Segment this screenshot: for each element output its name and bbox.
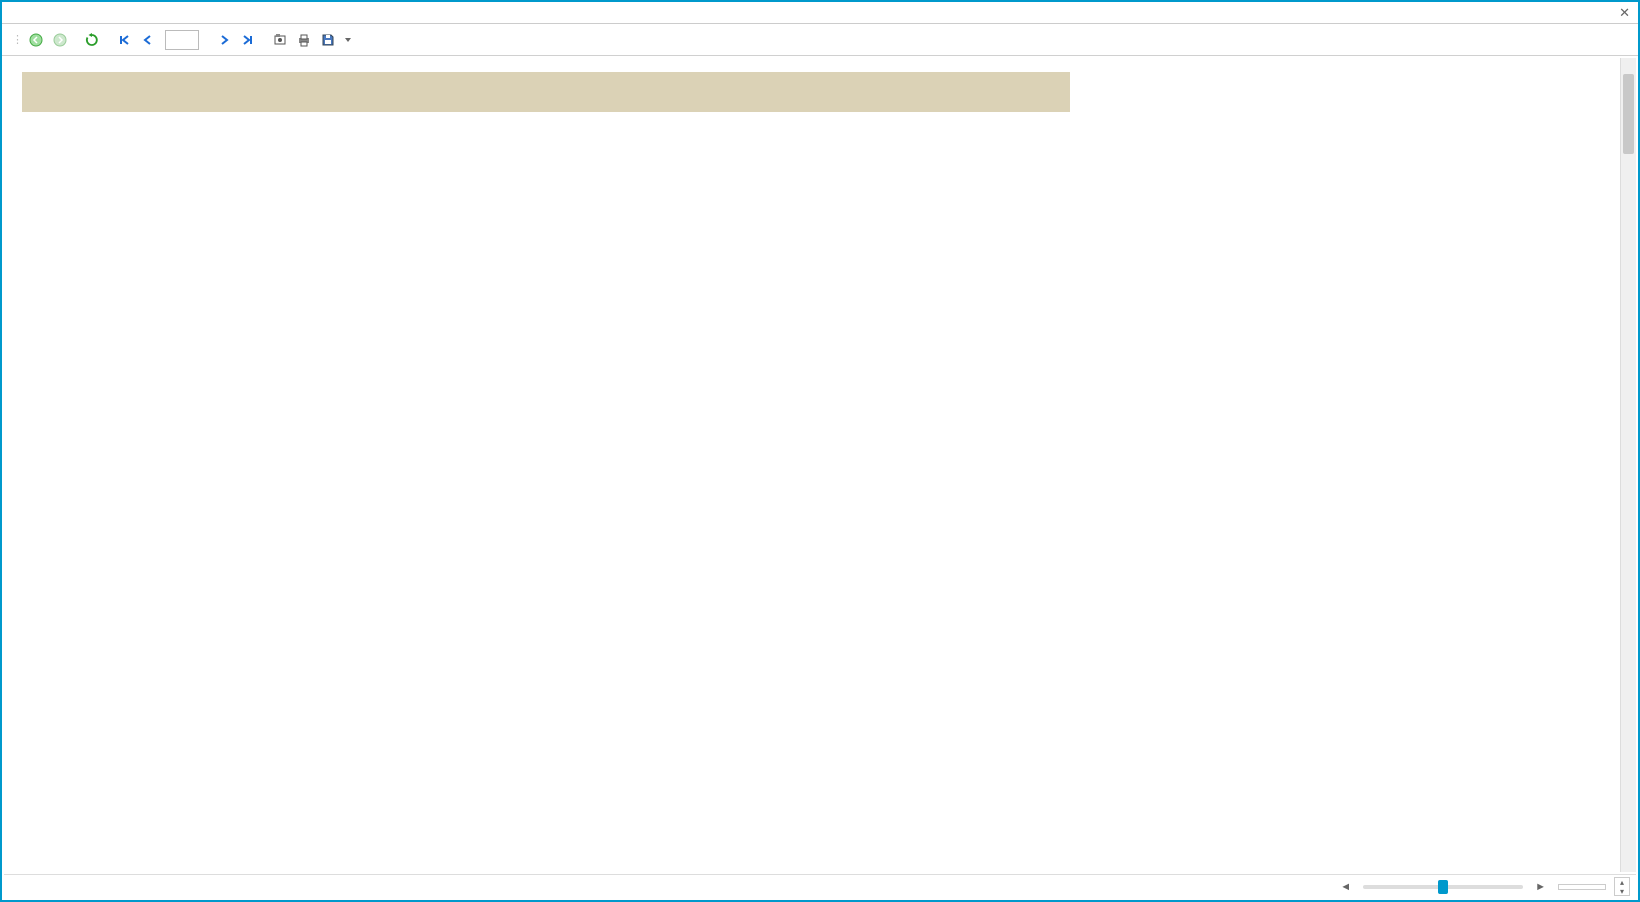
column-headers [22,106,1070,112]
report-period [995,76,1064,104]
nav-back-icon[interactable] [25,29,47,51]
next-page-icon[interactable] [213,29,235,51]
prev-page-icon[interactable] [137,29,159,51]
zoom-stepper-icon[interactable]: ▴▾ [1614,877,1630,896]
zoom-slider-thumb[interactable] [1438,880,1448,894]
dropdown-icon[interactable] [341,29,355,51]
zoom-value [1558,884,1606,890]
export-icon[interactable] [269,29,291,51]
zoom-slider[interactable] [1363,885,1523,889]
nav-fwd-icon[interactable] [49,29,71,51]
refresh-icon[interactable] [81,29,103,51]
print-icon[interactable] [293,29,315,51]
zoom-scroll-right-icon[interactable]: ► [1531,881,1550,893]
page-number-input[interactable] [165,30,199,50]
save-icon[interactable] [317,29,339,51]
last-page-icon[interactable] [237,29,259,51]
report-toolbar: ⋮ [2,24,1638,56]
tab-bar: ✕ [2,2,1638,24]
status-bar: ◄ ► ▴▾ [4,874,1636,898]
report-page [22,72,1070,112]
zoom-scroll-left-icon[interactable]: ◄ [1336,881,1355,893]
scrollbar-thumb[interactable] [1623,74,1634,154]
report-viewport[interactable] [4,58,1636,872]
report-header [22,72,1070,112]
vertical-scrollbar[interactable] [1620,58,1636,872]
first-page-icon[interactable] [113,29,135,51]
close-icon[interactable]: ✕ [1611,2,1638,23]
